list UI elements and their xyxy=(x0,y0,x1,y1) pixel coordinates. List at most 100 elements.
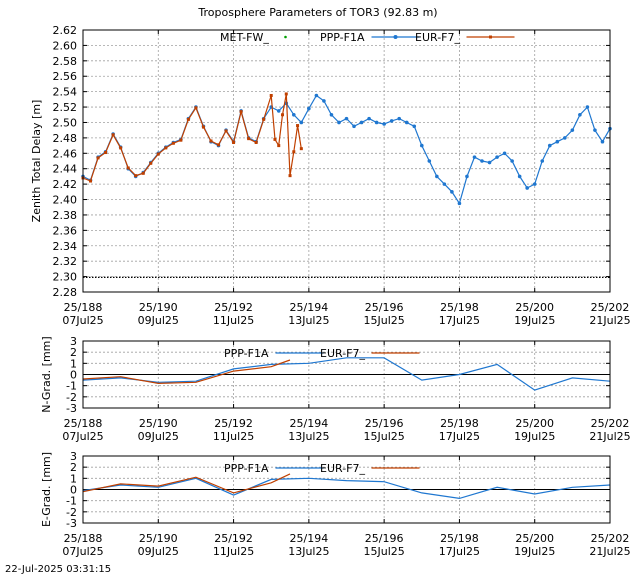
data-point-eurf7 xyxy=(277,144,281,148)
x-tick-label: 25/188 xyxy=(64,417,103,430)
data-point-eurf7 xyxy=(149,161,153,165)
x-tick-date-label: 17Jul25 xyxy=(439,545,480,558)
data-point-eurf7 xyxy=(209,139,213,143)
x-tick-label: 25/200 xyxy=(515,301,554,314)
y-tick-label: -1 xyxy=(66,495,77,508)
x-tick-label: 25/200 xyxy=(515,417,554,430)
data-point-eurf7 xyxy=(232,141,236,145)
y-tick-label: 2.28 xyxy=(53,286,78,299)
data-point-pppf1a xyxy=(517,174,522,179)
data-point-eurf7 xyxy=(299,147,303,151)
footer-timestamp: 22-Jul-2025 03:31:15 xyxy=(5,564,111,575)
x-tick-label: 25/196 xyxy=(365,532,404,545)
y-tick-label: 2.32 xyxy=(53,255,78,268)
data-point-pppf1a xyxy=(450,190,454,194)
data-point-pppf1a xyxy=(329,112,334,117)
x-tick-date-label: 19Jul25 xyxy=(514,545,555,558)
x-tick-date-label: 07Jul25 xyxy=(62,314,103,327)
data-point-eurf7 xyxy=(281,113,285,117)
x-tick-label: 25/190 xyxy=(139,301,178,314)
x-tick-date-label: 17Jul25 xyxy=(439,314,480,327)
y-tick-label: 2.46 xyxy=(53,147,78,160)
data-point-eurf7 xyxy=(296,124,300,128)
y-tick-label: 2.56 xyxy=(53,70,78,83)
data-point-eurf7 xyxy=(111,133,115,137)
data-point-pppf1a xyxy=(299,120,304,125)
y-tick-label: 1 xyxy=(70,357,77,370)
x-tick-label: 25/202 xyxy=(591,417,630,430)
x-tick-date-label: 21Jul25 xyxy=(589,314,630,327)
data-point-eurf7 xyxy=(156,152,160,156)
data-point-eurf7 xyxy=(186,117,190,121)
legend-marker xyxy=(489,35,492,39)
y-tick-label: 2 xyxy=(70,461,77,474)
data-point-pppf1a xyxy=(495,155,499,159)
y-tick-label: -3 xyxy=(66,517,77,530)
data-point-pppf1a xyxy=(555,139,560,144)
x-tick-label: 25/194 xyxy=(290,532,329,545)
data-point-pppf1a xyxy=(276,109,281,113)
chart-title: Troposphere Parameters of TOR3 (92.83 m) xyxy=(197,6,437,19)
data-point-pppf1a xyxy=(374,120,379,125)
data-point-pppf1a xyxy=(382,122,386,126)
x-tick-date-label: 15Jul25 xyxy=(364,314,405,327)
data-point-eurf7 xyxy=(201,125,205,129)
x-tick-label: 25/194 xyxy=(290,417,329,430)
x-tick-label: 25/188 xyxy=(64,532,103,545)
x-tick-date-label: 15Jul25 xyxy=(364,545,405,558)
y-tick-label: 2.60 xyxy=(53,39,78,52)
data-point-eurf7 xyxy=(247,137,251,141)
series-line-eurf7 xyxy=(82,93,302,182)
legend-swatch xyxy=(284,35,287,39)
data-point-pppf1a xyxy=(412,124,417,129)
y-tick-label: 2.58 xyxy=(53,55,78,68)
x-tick-date-label: 15Jul25 xyxy=(364,430,405,443)
y-tick-label: 2 xyxy=(70,346,77,359)
data-point-pppf1a xyxy=(563,136,567,140)
data-point-eurf7 xyxy=(89,179,93,183)
x-tick-label: 25/190 xyxy=(139,417,178,430)
data-point-eurf7 xyxy=(269,94,273,97)
data-point-eurf7 xyxy=(288,174,292,178)
legend-label: EUR-F7_ xyxy=(415,31,460,44)
data-point-pppf1a xyxy=(314,93,319,98)
data-point-eurf7 xyxy=(194,106,198,110)
data-point-eurf7 xyxy=(164,146,168,150)
x-tick-date-label: 11Jul25 xyxy=(213,314,254,327)
x-tick-date-label: 21Jul25 xyxy=(589,545,630,558)
data-point-eurf7 xyxy=(239,110,243,114)
data-point-pppf1a xyxy=(600,139,605,144)
y-tick-label: 2.54 xyxy=(53,86,78,99)
data-point-eurf7 xyxy=(171,141,175,145)
y-tick-label: 2.38 xyxy=(53,209,78,222)
y-tick-label: 0 xyxy=(70,484,77,497)
y-tick-label: 2.44 xyxy=(53,163,78,176)
y-tick-label: -1 xyxy=(66,380,77,393)
x-tick-label: 25/194 xyxy=(290,301,329,314)
x-tick-label: 25/202 xyxy=(591,532,630,545)
x-tick-date-label: 07Jul25 xyxy=(62,545,103,558)
x-tick-date-label: 09Jul25 xyxy=(138,314,179,327)
legend-label: PPP-F1A xyxy=(224,347,269,360)
y-tick-label: 2.50 xyxy=(53,116,78,129)
x-tick-date-label: 21Jul25 xyxy=(589,430,630,443)
data-point-pppf1a xyxy=(510,159,514,163)
x-tick-date-label: 11Jul25 xyxy=(213,430,254,443)
y-tick-label: -3 xyxy=(66,402,77,415)
data-point-pppf1a xyxy=(570,128,575,132)
x-tick-date-label: 17Jul25 xyxy=(439,430,480,443)
y-tick-label: 3 xyxy=(70,335,77,348)
y-tick-label: 2.40 xyxy=(53,194,78,207)
y-tick-label: 1 xyxy=(70,472,77,485)
data-point-eurf7 xyxy=(134,174,138,178)
data-point-pppf1a xyxy=(465,174,469,179)
y-tick-label: 2.42 xyxy=(53,178,78,191)
legend-marker xyxy=(393,35,398,39)
data-point-pppf1a xyxy=(525,186,529,190)
x-tick-label: 25/192 xyxy=(214,417,253,430)
data-point-pppf1a xyxy=(442,182,447,186)
data-point-eurf7 xyxy=(292,150,296,154)
data-point-pppf1a xyxy=(322,99,326,103)
